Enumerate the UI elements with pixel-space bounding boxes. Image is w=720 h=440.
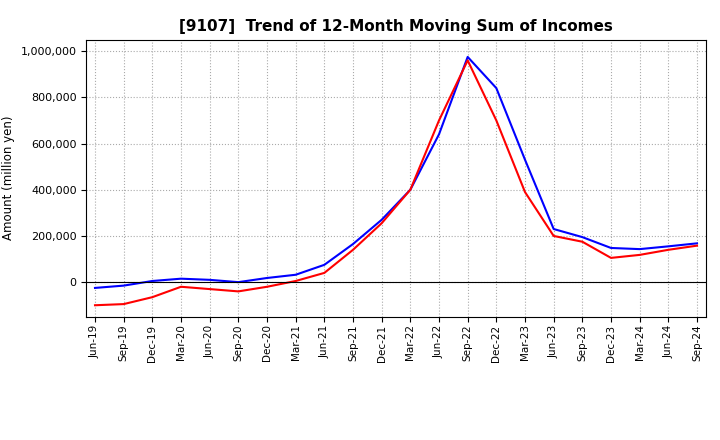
Ordinary Income	[492, 85, 500, 91]
Net Income	[205, 286, 214, 292]
Net Income	[521, 189, 529, 194]
Net Income	[549, 233, 558, 238]
Ordinary Income	[464, 54, 472, 59]
Ordinary Income	[377, 217, 386, 222]
Ordinary Income	[607, 246, 616, 251]
Net Income	[693, 243, 701, 248]
Ordinary Income	[176, 276, 185, 281]
Net Income	[263, 284, 271, 290]
Ordinary Income	[521, 157, 529, 162]
Net Income	[464, 58, 472, 63]
Net Income	[176, 284, 185, 290]
Net Income	[348, 247, 357, 253]
Net Income	[578, 239, 587, 244]
Ordinary Income	[320, 262, 328, 268]
Ordinary Income	[348, 242, 357, 247]
Net Income	[435, 118, 444, 123]
Ordinary Income	[148, 279, 157, 284]
Ordinary Income	[693, 241, 701, 246]
Ordinary Income	[664, 244, 672, 249]
Net Income	[292, 279, 300, 284]
Ordinary Income	[263, 275, 271, 281]
Line: Ordinary Income: Ordinary Income	[95, 57, 697, 288]
Ordinary Income	[292, 272, 300, 277]
Net Income	[120, 301, 128, 307]
Title: [9107]  Trend of 12-Month Moving Sum of Incomes: [9107] Trend of 12-Month Moving Sum of I…	[179, 19, 613, 34]
Net Income	[635, 252, 644, 257]
Y-axis label: Amount (million yen): Amount (million yen)	[2, 116, 15, 240]
Ordinary Income	[120, 283, 128, 288]
Ordinary Income	[91, 285, 99, 290]
Net Income	[607, 255, 616, 260]
Net Income	[91, 303, 99, 308]
Net Income	[406, 187, 415, 192]
Ordinary Income	[635, 246, 644, 252]
Ordinary Income	[578, 235, 587, 240]
Ordinary Income	[234, 279, 243, 285]
Net Income	[664, 247, 672, 253]
Net Income	[234, 289, 243, 294]
Net Income	[377, 220, 386, 226]
Ordinary Income	[549, 226, 558, 231]
Line: Net Income: Net Income	[95, 60, 697, 305]
Net Income	[320, 270, 328, 275]
Net Income	[148, 294, 157, 300]
Ordinary Income	[406, 187, 415, 192]
Ordinary Income	[435, 132, 444, 137]
Ordinary Income	[205, 277, 214, 282]
Net Income	[492, 118, 500, 123]
